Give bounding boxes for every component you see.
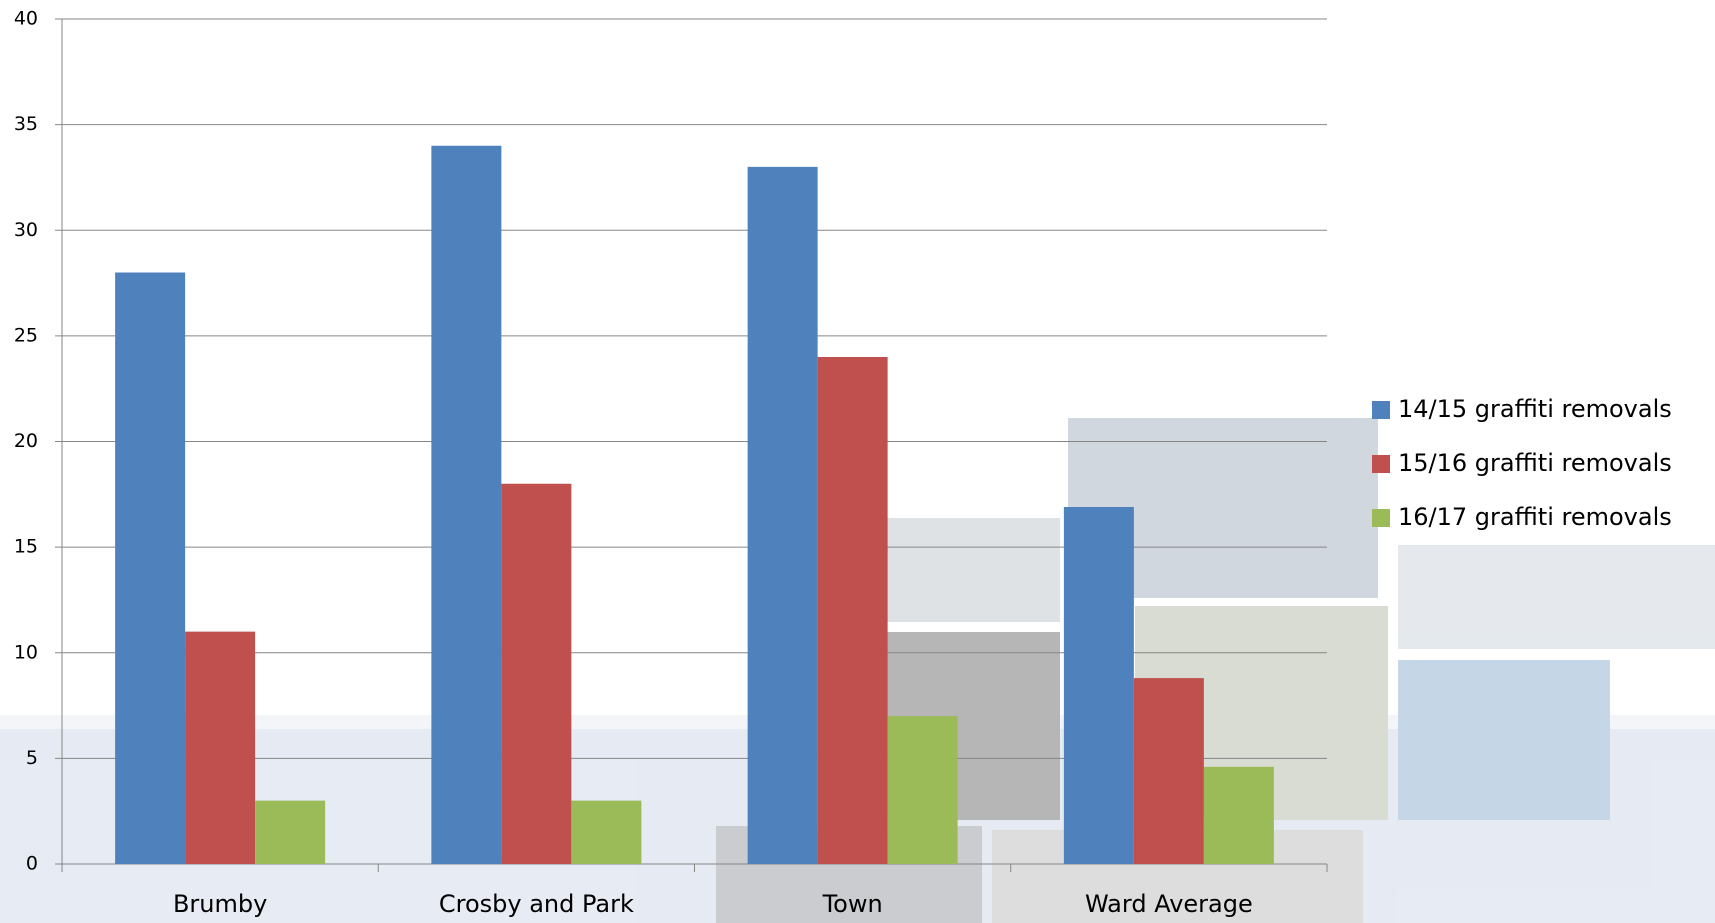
bar <box>115 272 186 864</box>
y-tick-label: 15 <box>14 536 38 558</box>
bar <box>185 631 256 864</box>
x-tick-label: Crosby and Park <box>439 890 634 918</box>
bar <box>431 145 502 864</box>
bar <box>571 800 642 864</box>
bar <box>1203 766 1274 864</box>
legend-swatch <box>1372 455 1390 473</box>
y-tick-label: 20 <box>14 430 38 452</box>
legend-label: 15/16 graffiti removals <box>1398 449 1672 477</box>
y-tick-label: 0 <box>26 853 38 875</box>
y-tick-label: 25 <box>14 324 38 346</box>
y-tick-label: 5 <box>26 747 38 769</box>
y-tick-label: 10 <box>14 641 38 663</box>
y-tick-label: 35 <box>14 113 38 135</box>
bar <box>817 357 888 864</box>
bar <box>1063 506 1134 864</box>
x-tick-label: Town <box>822 890 883 918</box>
x-tick-label: Ward Average <box>1085 890 1253 918</box>
bar <box>747 166 818 864</box>
bar <box>1133 678 1204 864</box>
legend-label: 14/15 graffiti removals <box>1398 395 1672 423</box>
legend-swatch <box>1372 509 1390 527</box>
bar <box>501 483 572 864</box>
legend-swatch <box>1372 401 1390 419</box>
y-tick-label: 40 <box>14 8 38 30</box>
bar <box>887 716 958 864</box>
y-tick-label: 30 <box>14 219 38 241</box>
x-tick-label: Brumby <box>173 890 267 918</box>
bar <box>255 800 326 864</box>
legend-label: 16/17 graffiti removals <box>1398 503 1672 531</box>
